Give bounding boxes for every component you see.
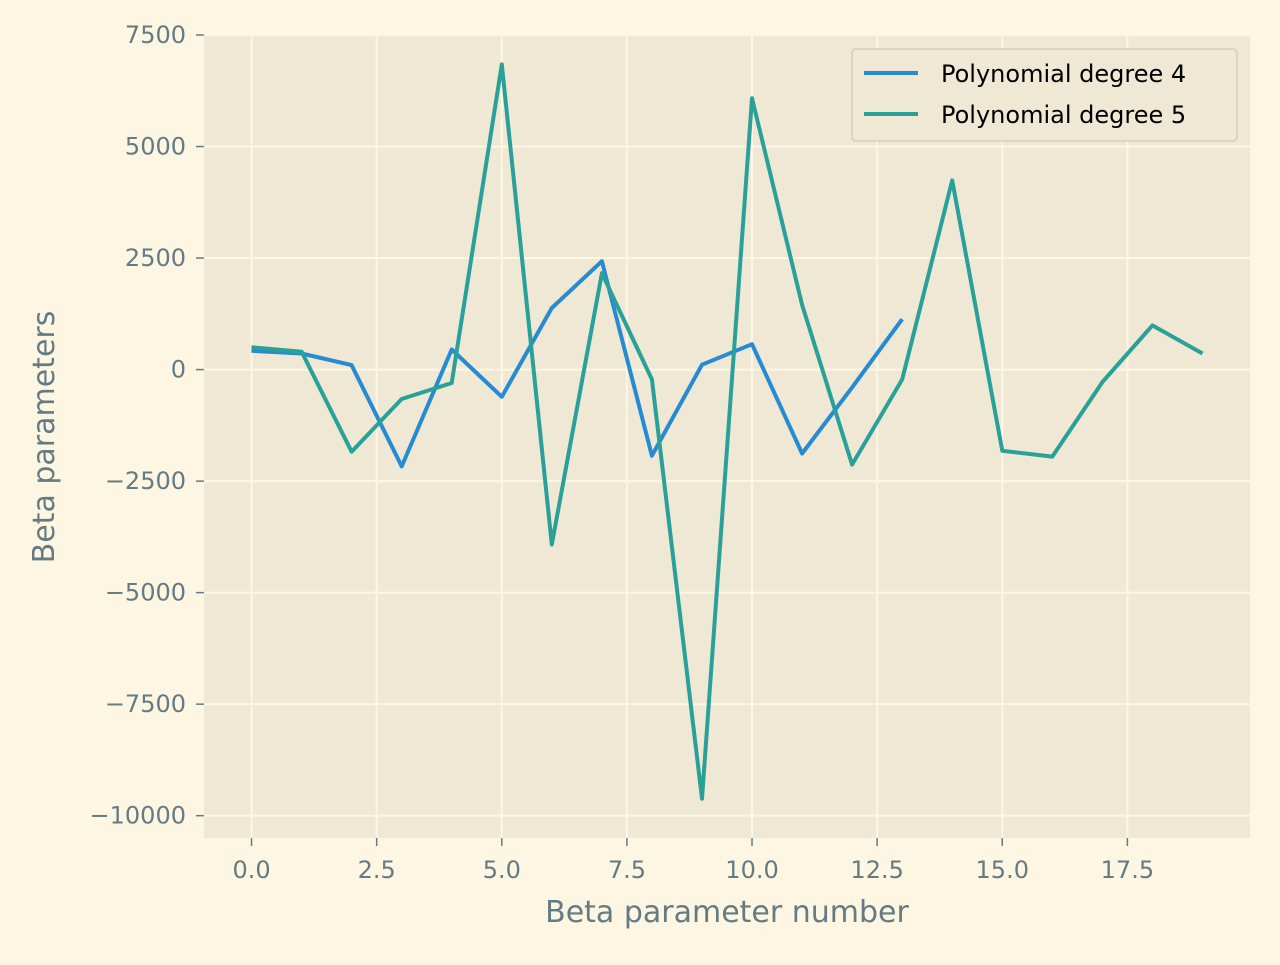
x-tick-label: 2.5 [358, 856, 396, 884]
legend-label-degree-5: Polynomial degree 5 [941, 101, 1186, 129]
y-axis-label: Beta parameters [27, 311, 62, 564]
data-series [251, 62, 1204, 801]
x-tick-label: 0.0 [232, 856, 270, 884]
x-tick-label: 5.0 [483, 856, 521, 884]
x-tick-label: 7.5 [608, 856, 646, 884]
y-tick-label: −7500 [105, 690, 186, 718]
y-tick-label: 2500 [125, 244, 186, 272]
x-tick-label: 12.5 [850, 856, 903, 884]
grid-lines [204, 34, 1250, 838]
y-tick-label: 7500 [125, 21, 186, 49]
y-tick-label: 5000 [125, 133, 186, 161]
series-line-degree-4 [251, 259, 904, 469]
y-tick-label: −2500 [105, 467, 186, 495]
legend-box [851, 48, 1238, 142]
legend-label-degree-4: Polynomial degree 4 [941, 60, 1186, 88]
x-tick-label: 15.0 [976, 856, 1029, 884]
y-tick-label: −5000 [105, 579, 186, 607]
x-tick-label: 10.0 [725, 856, 778, 884]
axis-ticks: 0.0 2.5 5.0 7.5 10.0 12.5 15.0 17.5 7500 5000 2500… [90, 21, 1155, 884]
x-axis-label: Beta parameter number [545, 895, 909, 930]
series-line-degree-5 [251, 62, 1204, 801]
legend: Polynomial degree 4 Polynomial degree 5 [851, 48, 1238, 142]
x-tick-label: 17.5 [1101, 856, 1154, 884]
y-tick-label: 0 [171, 356, 186, 384]
y-tick-label: −10000 [90, 802, 186, 830]
